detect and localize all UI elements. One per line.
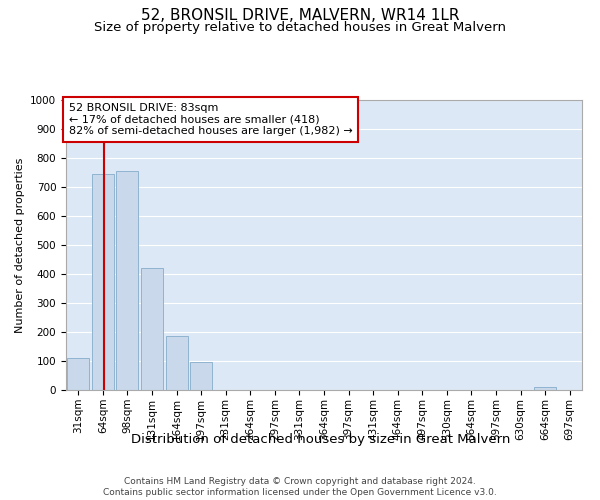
Bar bbox=[141, 268, 163, 390]
Text: Size of property relative to detached houses in Great Malvern: Size of property relative to detached ho… bbox=[94, 21, 506, 34]
Bar bbox=[534, 387, 556, 390]
Text: Distribution of detached houses by size in Great Malvern: Distribution of detached houses by size … bbox=[131, 432, 511, 446]
Y-axis label: Number of detached properties: Number of detached properties bbox=[14, 158, 25, 332]
Bar bbox=[67, 358, 89, 390]
Text: 52 BRONSIL DRIVE: 83sqm
← 17% of detached houses are smaller (418)
82% of semi-d: 52 BRONSIL DRIVE: 83sqm ← 17% of detache… bbox=[68, 103, 352, 136]
Text: 52, BRONSIL DRIVE, MALVERN, WR14 1LR: 52, BRONSIL DRIVE, MALVERN, WR14 1LR bbox=[141, 8, 459, 22]
Bar bbox=[190, 362, 212, 390]
Bar bbox=[166, 336, 188, 390]
Text: Contains HM Land Registry data © Crown copyright and database right 2024.
Contai: Contains HM Land Registry data © Crown c… bbox=[103, 478, 497, 497]
Bar bbox=[116, 171, 139, 390]
Bar bbox=[92, 174, 114, 390]
